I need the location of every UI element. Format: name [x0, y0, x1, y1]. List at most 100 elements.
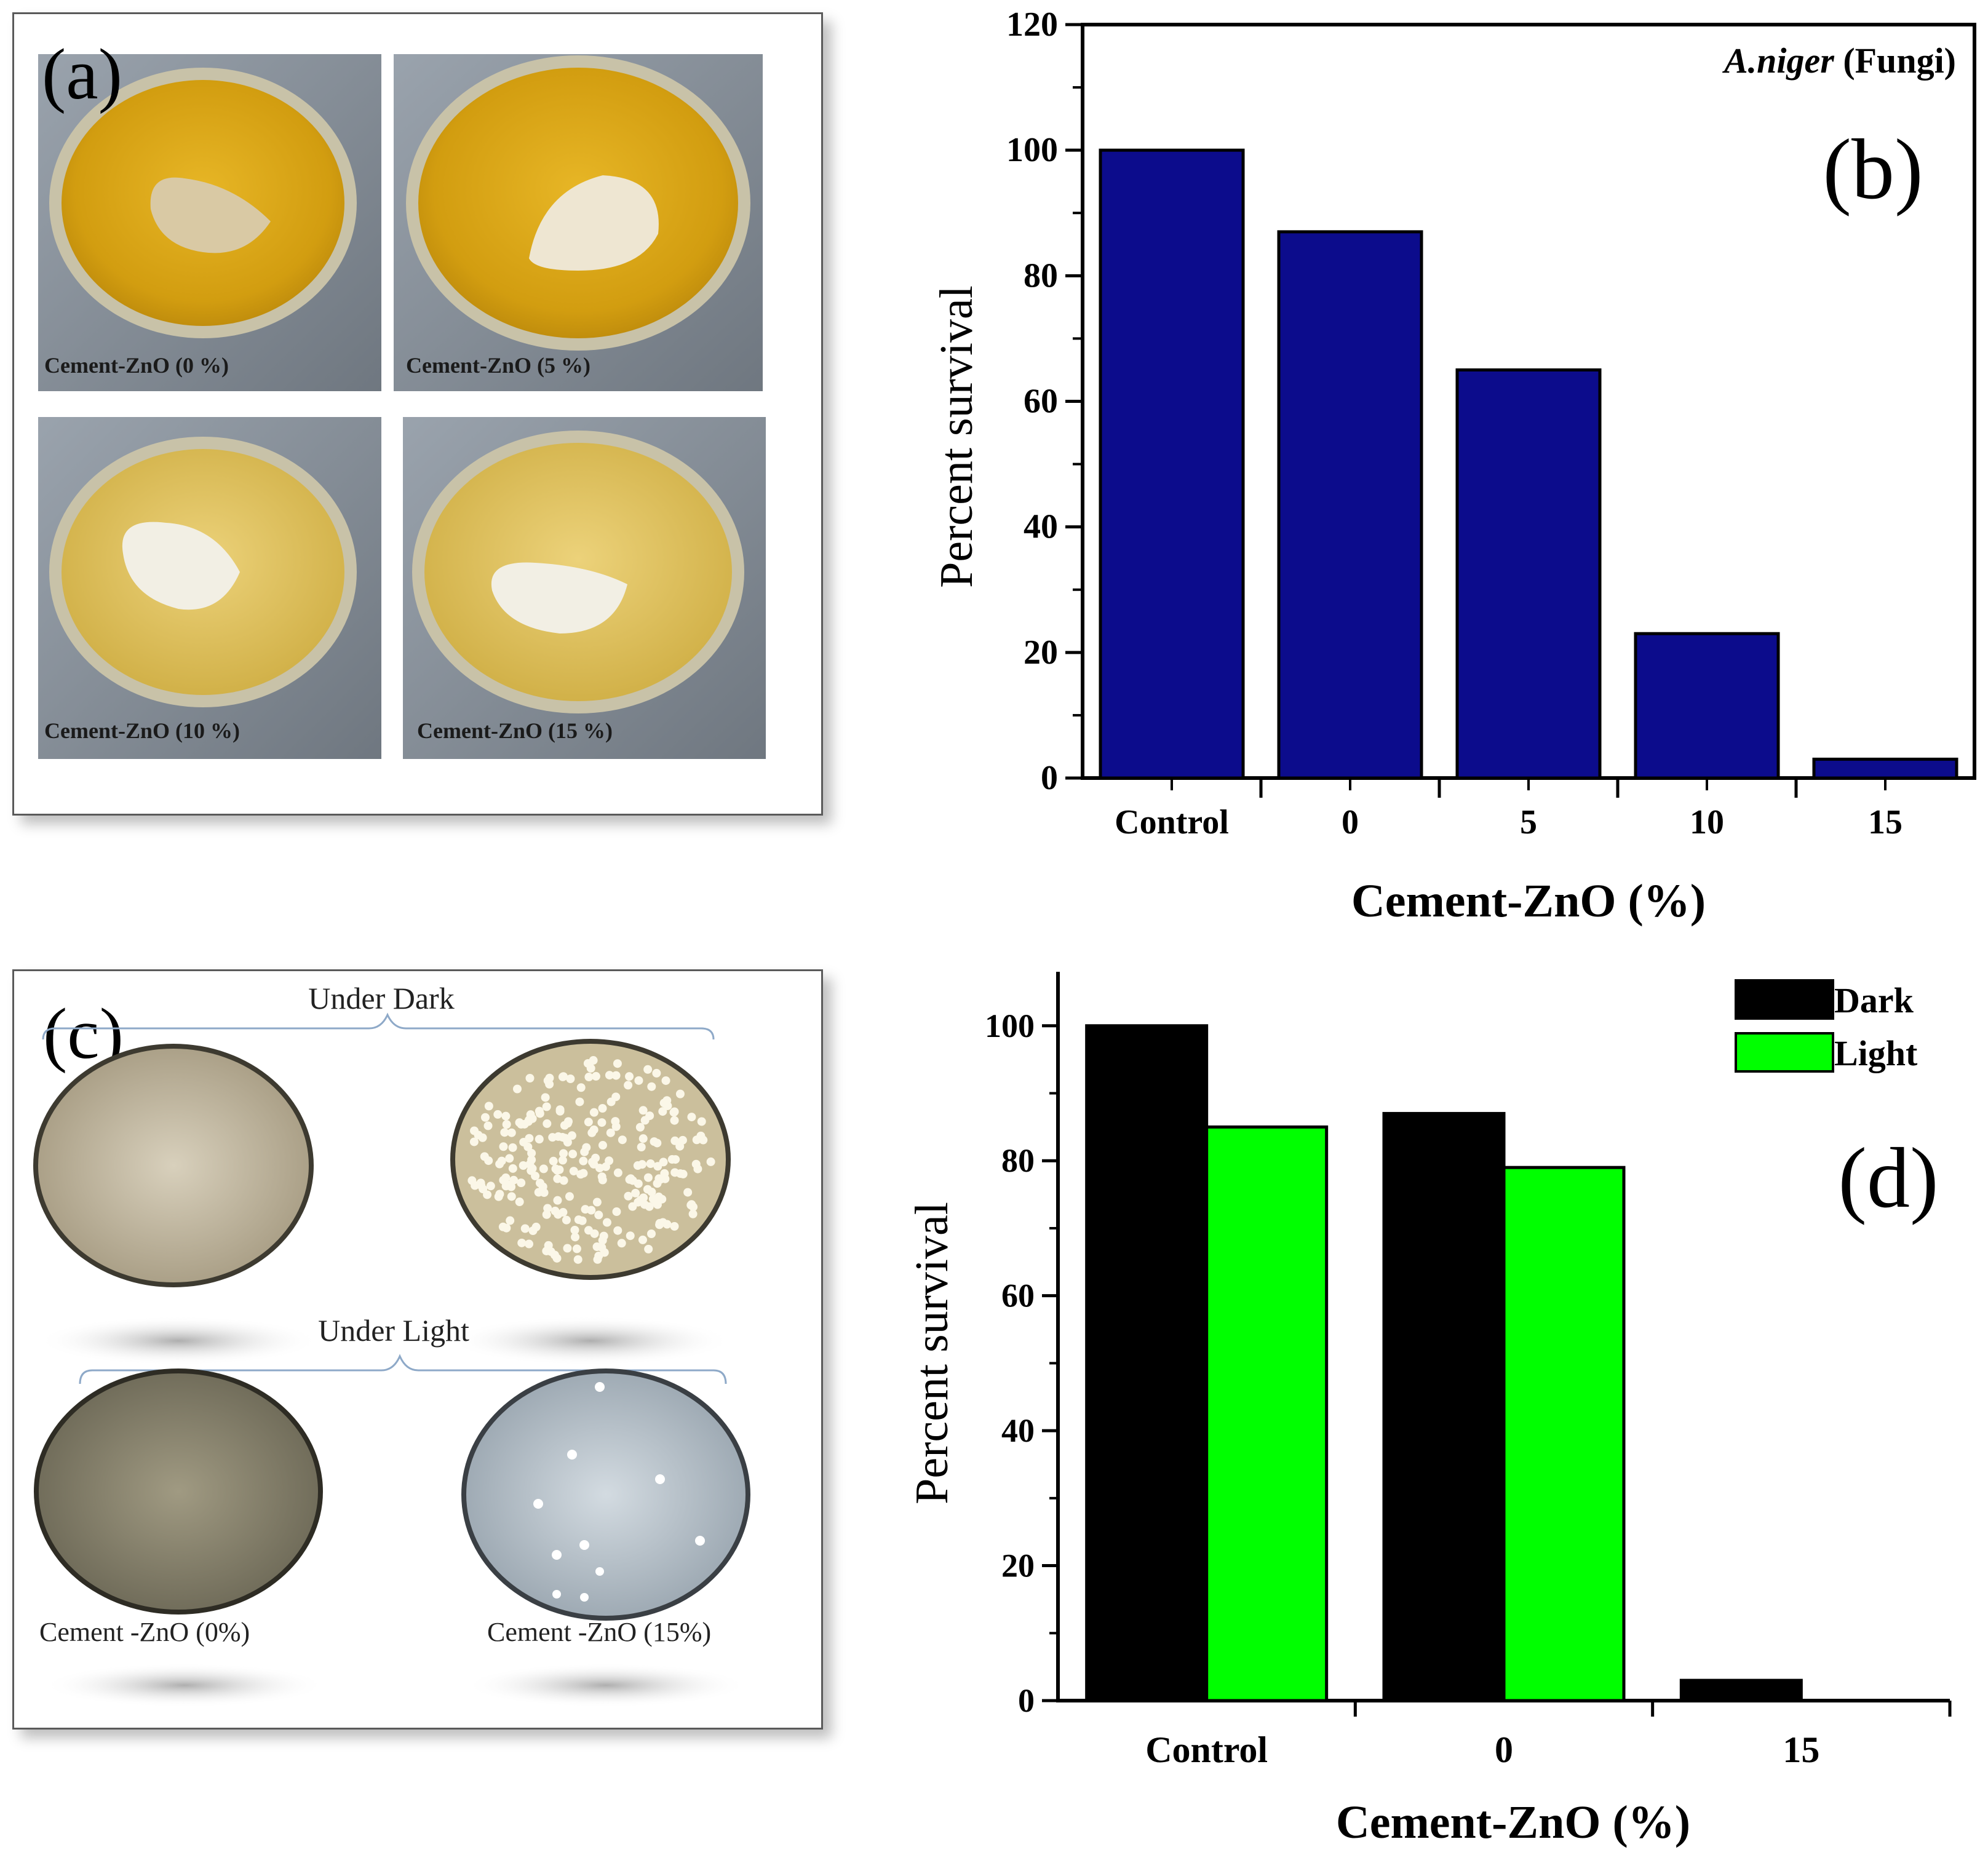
- colony: [582, 1143, 591, 1152]
- colony: [611, 1071, 621, 1080]
- colony: [693, 1164, 702, 1174]
- colony: [566, 1074, 575, 1084]
- y-tick-label: 40: [1001, 1412, 1035, 1449]
- chart-b-panel-label: (b): [1823, 122, 1923, 217]
- colony: [517, 1178, 526, 1188]
- bar-15: [1812, 757, 1958, 780]
- colony: [559, 1208, 568, 1217]
- colony: [643, 1173, 653, 1182]
- colony: [572, 1244, 581, 1253]
- colony: [675, 1169, 685, 1178]
- colony: [502, 1120, 511, 1129]
- colony: [554, 1132, 563, 1141]
- colony: [528, 1226, 538, 1236]
- colony: [559, 1176, 568, 1185]
- y-tick-label: 120: [1006, 6, 1058, 44]
- y-tick-label: 40: [1024, 508, 1058, 546]
- under-dark-bracket: [42, 1012, 715, 1040]
- colony: [480, 1152, 489, 1161]
- legend-label-dark: Dark: [1834, 980, 1914, 1020]
- colony: [539, 1164, 548, 1174]
- colony: [637, 1142, 646, 1151]
- y-tick-label: 20: [1024, 634, 1058, 672]
- colony: [562, 1215, 571, 1225]
- colony: [688, 1209, 698, 1218]
- colony: [605, 1071, 614, 1080]
- chart-b-ylabel: Percent survival: [931, 285, 982, 588]
- colony: [697, 1117, 706, 1126]
- colony: [542, 1210, 551, 1219]
- colony: [647, 1229, 656, 1239]
- colony: [551, 1206, 560, 1215]
- colony: [508, 1143, 517, 1152]
- colony: [497, 1156, 506, 1166]
- colony: [469, 1137, 479, 1146]
- colony: [542, 1102, 551, 1111]
- annotation-kingdom: (Fungi): [1834, 41, 1956, 81]
- colony: [525, 1134, 534, 1143]
- colony: [706, 1157, 715, 1166]
- colony: [470, 1126, 479, 1135]
- colony: [543, 1204, 552, 1213]
- bar-dark-control: [1085, 1024, 1209, 1702]
- plate-dark-0pct: [33, 1044, 314, 1287]
- colony: [598, 1103, 607, 1113]
- colony: [595, 1164, 604, 1173]
- colony: [567, 1131, 576, 1140]
- plate-shadow: [464, 1663, 747, 1707]
- colony: [552, 1166, 562, 1175]
- colony: [523, 1142, 533, 1151]
- colony: [574, 1215, 583, 1225]
- colony: [525, 1159, 535, 1169]
- colony: [638, 1106, 648, 1115]
- colony: [670, 1221, 679, 1231]
- colony: [483, 1121, 493, 1130]
- colony: [599, 1231, 608, 1241]
- legend-label-light: Light: [1834, 1033, 1918, 1073]
- colony: [569, 1167, 578, 1176]
- colony: [613, 1059, 622, 1068]
- colony: [626, 1174, 635, 1183]
- colony: [568, 1150, 578, 1159]
- colony: [535, 1106, 544, 1116]
- colony: [626, 1231, 635, 1241]
- bar-light-control: [1205, 1125, 1329, 1702]
- y-tick-label: 60: [1001, 1277, 1035, 1314]
- colony: [570, 1225, 579, 1234]
- colony: [553, 1196, 562, 1205]
- x-tick-label: 0: [1495, 1730, 1513, 1770]
- colony: [543, 1119, 552, 1128]
- colony: [647, 1082, 656, 1091]
- plate-light-0pct: [34, 1368, 323, 1615]
- chart-d-panel-label: (d): [1838, 1130, 1938, 1226]
- colony: [502, 1223, 511, 1233]
- colony: [558, 1072, 567, 1081]
- bar-control: [1099, 148, 1245, 780]
- colony: [501, 1173, 511, 1182]
- colony: [501, 1111, 511, 1121]
- colony: [512, 1084, 522, 1094]
- colony: [576, 1083, 586, 1092]
- bar-10: [1634, 632, 1780, 780]
- colony: [606, 1097, 616, 1106]
- x-tick-label: 5: [1520, 803, 1537, 841]
- colony: [670, 1136, 680, 1145]
- colony: [637, 1160, 646, 1169]
- colony: [592, 1198, 602, 1207]
- colony: [658, 1107, 667, 1116]
- x-tick-label: 15: [1868, 803, 1903, 841]
- y-tick-label: 100: [985, 1007, 1035, 1044]
- legend-swatch-light: [1735, 1032, 1834, 1073]
- y-tick-label: 60: [1024, 383, 1058, 421]
- chart-d-legend: Dark Light: [1735, 979, 1918, 1073]
- colony: [675, 1089, 685, 1098]
- colony: [467, 1176, 477, 1185]
- x-tick-label: Control: [1145, 1730, 1268, 1770]
- y-tick-label: 0: [1018, 1682, 1035, 1719]
- colony: [519, 1161, 528, 1170]
- colony: [527, 1148, 536, 1158]
- colony: [659, 1098, 669, 1108]
- colony: [542, 1246, 551, 1255]
- colony: [638, 1235, 647, 1244]
- colony: [613, 1226, 622, 1235]
